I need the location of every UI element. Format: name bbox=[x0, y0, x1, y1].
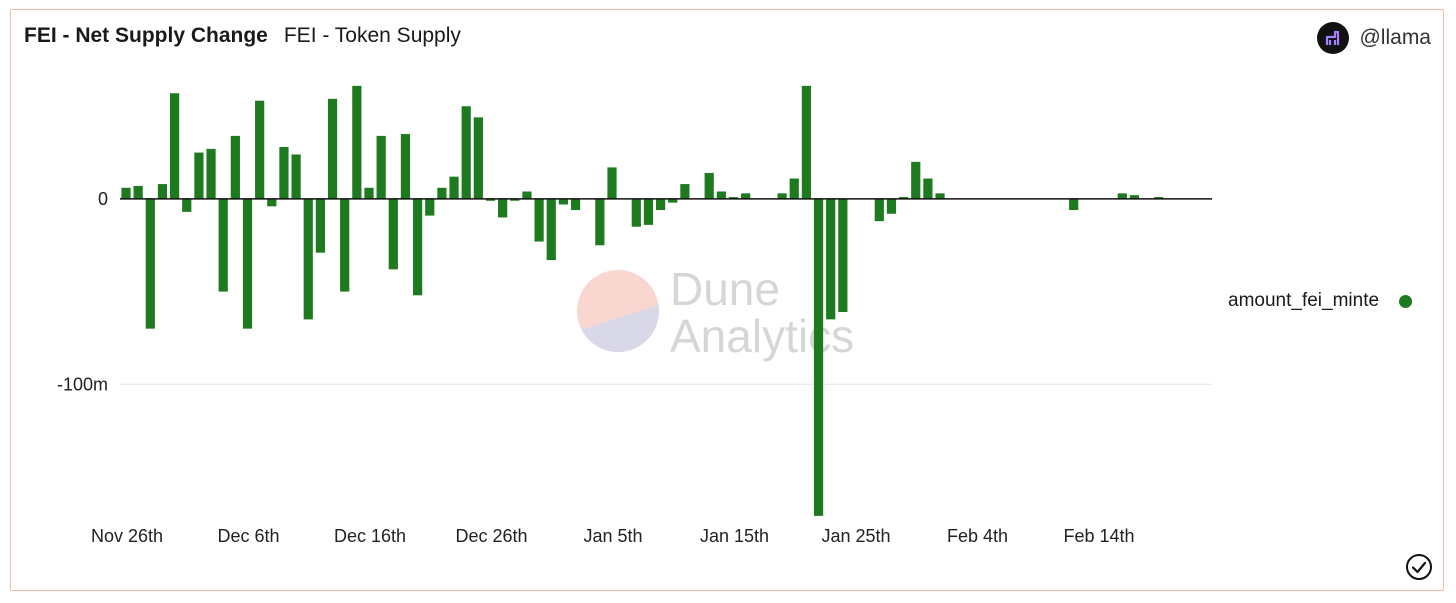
bar[interactable] bbox=[704, 172, 714, 199]
bar[interactable] bbox=[668, 198, 678, 203]
bar[interactable] bbox=[1154, 197, 1164, 199]
x-tick-label: Dec 26th bbox=[455, 526, 527, 546]
bar[interactable] bbox=[777, 193, 787, 199]
bar[interactable] bbox=[923, 178, 933, 199]
x-tick-label: Dec 6th bbox=[217, 526, 279, 546]
legend[interactable]: amount_fei_minte bbox=[1228, 290, 1412, 312]
bar[interactable] bbox=[194, 152, 204, 199]
bar[interactable] bbox=[230, 135, 240, 199]
bar[interactable] bbox=[352, 85, 362, 199]
bar[interactable] bbox=[680, 184, 690, 199]
tab-net-supply-change[interactable]: FEI - Net Supply Change bbox=[24, 24, 268, 47]
x-tick-label: Feb 14th bbox=[1063, 526, 1134, 546]
bar[interactable] bbox=[789, 178, 799, 199]
bar[interactable] bbox=[449, 176, 459, 199]
bar[interactable] bbox=[242, 198, 253, 329]
bar[interactable] bbox=[631, 198, 641, 227]
bar[interactable] bbox=[643, 198, 654, 225]
x-tick-label: Jan 15th bbox=[700, 526, 769, 546]
bar[interactable] bbox=[255, 100, 265, 199]
llama-avatar-icon bbox=[1317, 22, 1350, 54]
bar[interactable] bbox=[267, 198, 277, 207]
bar[interactable] bbox=[522, 191, 532, 199]
bar[interactable] bbox=[327, 98, 338, 199]
y-tick-label: -100m bbox=[57, 374, 108, 394]
bar[interactable] bbox=[607, 167, 617, 199]
x-tick-label: Dec 16th bbox=[334, 526, 406, 546]
x-tick-label: Feb 4th bbox=[947, 526, 1008, 546]
bar[interactable] bbox=[558, 198, 568, 205]
legend-dot-icon bbox=[1399, 294, 1412, 308]
bar[interactable] bbox=[874, 198, 884, 222]
bar[interactable] bbox=[1069, 198, 1079, 211]
bar[interactable] bbox=[826, 198, 836, 320]
bar[interactable] bbox=[1117, 193, 1127, 199]
bar[interactable] bbox=[303, 198, 313, 320]
tab-token-supply[interactable]: FEI - Token Supply bbox=[283, 24, 461, 47]
x-tick-label: Nov 26th bbox=[91, 526, 163, 546]
bar[interactable] bbox=[315, 198, 325, 253]
bar[interactable] bbox=[400, 134, 411, 199]
chart-tabs: FEI - Net Supply Change FEI - Token Supp… bbox=[24, 24, 461, 48]
x-tick-label: Jan 25th bbox=[821, 526, 890, 546]
bar[interactable] bbox=[935, 193, 945, 199]
bar[interactable] bbox=[291, 154, 301, 199]
watermark: Dune Analytics bbox=[577, 263, 854, 362]
bar[interactable] bbox=[182, 198, 192, 212]
bar[interactable] bbox=[425, 198, 435, 216]
bar[interactable] bbox=[498, 198, 508, 218]
bar[interactable] bbox=[364, 187, 374, 199]
bar[interactable] bbox=[461, 106, 471, 199]
bar[interactable] bbox=[121, 187, 131, 199]
bar[interactable] bbox=[133, 185, 143, 199]
bar[interactable] bbox=[279, 147, 289, 199]
bar[interactable] bbox=[206, 148, 216, 199]
watermark-line1: Dune bbox=[670, 263, 780, 315]
y-tick-label: 0 bbox=[98, 189, 108, 209]
watermark-line2: Analytics bbox=[670, 310, 854, 362]
x-axis-ticks: Nov 26th Dec 6th Dec 16th Dec 26th Jan 5th Ja… bbox=[91, 526, 1135, 546]
bar[interactable] bbox=[388, 198, 398, 270]
bar[interactable] bbox=[534, 198, 544, 242]
bar[interactable] bbox=[170, 93, 180, 199]
check-circle-icon[interactable] bbox=[1405, 553, 1433, 581]
bar[interactable] bbox=[656, 198, 666, 211]
bar[interactable] bbox=[886, 198, 897, 214]
user-badge[interactable]: @llama bbox=[1317, 22, 1431, 54]
bar[interactable] bbox=[728, 197, 739, 199]
bar[interactable] bbox=[570, 198, 581, 211]
bar[interactable] bbox=[218, 198, 228, 292]
bar[interactable] bbox=[911, 161, 921, 199]
bar[interactable] bbox=[437, 187, 447, 199]
bar[interactable] bbox=[899, 197, 909, 199]
bar[interactable] bbox=[595, 198, 605, 246]
bar[interactable] bbox=[716, 191, 726, 199]
bar[interactable] bbox=[801, 85, 811, 199]
bar[interactable] bbox=[340, 198, 350, 292]
legend-label: amount_fei_minte bbox=[1228, 290, 1380, 311]
bar[interactable] bbox=[145, 198, 155, 329]
bar[interactable] bbox=[473, 117, 483, 199]
bar[interactable] bbox=[413, 198, 423, 296]
bar[interactable] bbox=[546, 198, 556, 261]
username: @llama bbox=[1359, 26, 1431, 49]
bar[interactable] bbox=[813, 198, 824, 516]
bar[interactable] bbox=[838, 198, 848, 312]
bar[interactable] bbox=[376, 135, 386, 199]
x-tick-label: Jan 5th bbox=[583, 526, 642, 546]
bar[interactable] bbox=[510, 198, 520, 201]
y-axis-ticks: 0 -100m bbox=[57, 189, 108, 394]
bar[interactable] bbox=[157, 184, 168, 199]
bars bbox=[121, 85, 1164, 516]
bar[interactable] bbox=[1129, 195, 1140, 199]
bar[interactable] bbox=[741, 193, 751, 199]
bar[interactable] bbox=[485, 198, 496, 201]
